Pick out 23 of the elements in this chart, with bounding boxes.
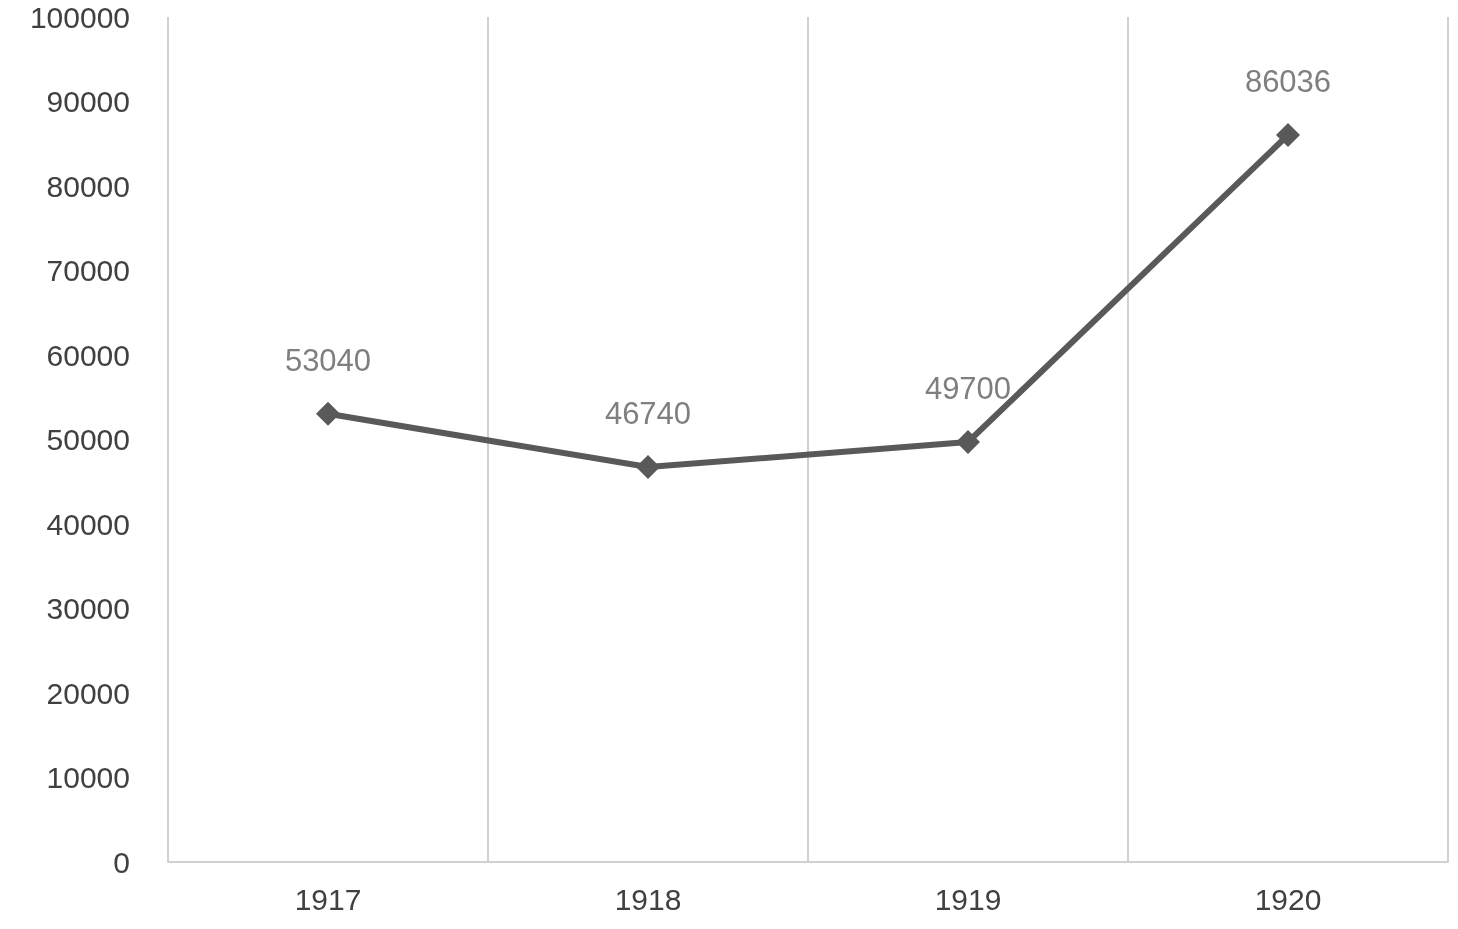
data-label: 46740 — [604, 396, 692, 432]
y-tick-label: 60000 — [46, 338, 130, 372]
data-label: 49700 — [924, 371, 1012, 407]
point — [1276, 123, 1300, 147]
y-tick-label: 90000 — [46, 85, 130, 118]
y-tick-label: 100000 — [29, 0, 130, 34]
y-tick-label: 10000 — [46, 761, 130, 794]
x-tick-label: 1920 — [1254, 882, 1322, 916]
data-label: 86036 — [1244, 64, 1332, 99]
x-tick-label: 1918 — [614, 882, 682, 916]
y-tick-label: 50000 — [46, 423, 130, 456]
y-tick-label: 30000 — [46, 592, 130, 625]
data-label: 53040 — [284, 342, 372, 378]
y-tick-label: 20000 — [46, 676, 130, 710]
y-tick-label: 80000 — [46, 169, 130, 203]
y-tick-label: 70000 — [46, 254, 130, 287]
y-tick-label: 0 — [113, 845, 130, 879]
point — [636, 455, 660, 480]
point — [316, 401, 340, 426]
y-tick-label: 40000 — [46, 507, 130, 541]
x-tick-label: 1917 — [294, 882, 362, 916]
point — [956, 430, 980, 455]
x-tick-label: 1919 — [934, 882, 1002, 916]
